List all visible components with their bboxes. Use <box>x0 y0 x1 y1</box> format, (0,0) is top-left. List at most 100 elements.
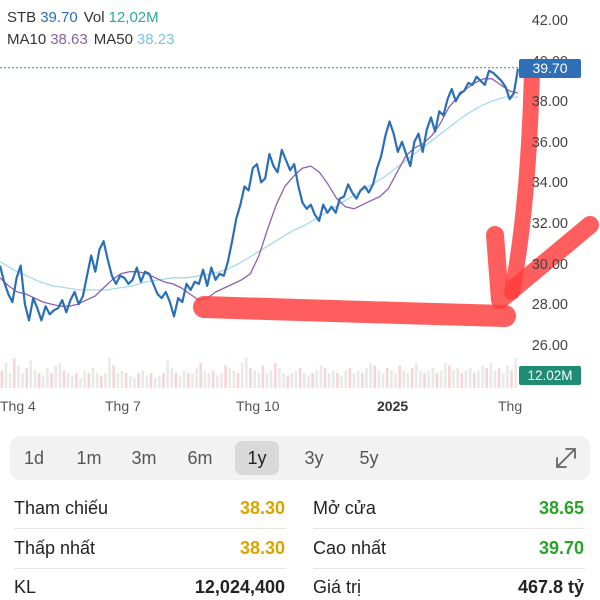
volume-bar <box>452 370 455 388</box>
volume-bar <box>323 368 327 388</box>
volume-bar <box>240 363 244 388</box>
volume-bar <box>472 373 476 388</box>
ref-price-label: Tham chiếu <box>14 498 109 518</box>
volume-bar <box>104 373 107 388</box>
volume-bar <box>427 370 430 388</box>
volume-bar <box>493 370 497 388</box>
volume-bar <box>485 368 488 388</box>
volume-bar <box>149 373 153 388</box>
volume-bar <box>166 360 169 388</box>
y-tick-label: 42.00 <box>531 13 568 29</box>
volume-bar <box>50 373 53 388</box>
range-button-6m[interactable]: 6m <box>187 448 213 468</box>
volume-label: KL <box>14 577 37 597</box>
volume-bar <box>410 368 414 388</box>
volume-value: 12,024,400 <box>194 577 285 597</box>
volume-bar <box>414 363 418 388</box>
range-button-3m[interactable]: 3m <box>131 448 157 468</box>
volume-bar <box>21 373 24 388</box>
y-tick-label: 38.00 <box>531 94 568 111</box>
volume-bar <box>83 370 87 388</box>
volume-bar <box>207 373 211 388</box>
volume-bar <box>514 358 517 388</box>
x-tick-label: Thg 7 <box>105 398 141 414</box>
x-tick-label: Thg <box>498 398 523 414</box>
volume-bar <box>133 378 136 388</box>
volume-bar <box>315 370 319 388</box>
volume-bar <box>191 373 194 388</box>
divider <box>14 528 286 529</box>
symbol: STB <box>7 9 37 26</box>
range-button-1m[interactable]: 1m <box>76 448 102 468</box>
volume-bar <box>87 373 91 388</box>
volume-bar <box>311 373 314 388</box>
x-tick-label: Thg 4 <box>0 398 36 414</box>
volume-bar <box>510 370 513 388</box>
volume-bar <box>261 365 265 388</box>
y-tick-label: 36.00 <box>531 134 568 151</box>
series-line-ma10 <box>0 78 519 307</box>
volume-bar <box>340 375 343 388</box>
volume-bar <box>46 368 49 388</box>
price-chart[interactable] <box>0 0 600 395</box>
volume-bar <box>141 370 145 388</box>
volume-bar <box>236 373 240 388</box>
volume-bar <box>456 368 459 388</box>
volume-bar <box>174 373 178 388</box>
chart-area[interactable]: STB 39.70 Vol 12,02M MA10 38.63 MA50 38.23 42.… <box>0 0 600 395</box>
volume-bar <box>419 370 422 388</box>
volume-bar <box>497 368 501 388</box>
volume-bar <box>332 370 335 388</box>
volume-bar <box>37 373 41 388</box>
volume-bar <box>423 373 426 388</box>
volume-bar <box>199 363 203 388</box>
volume-bar <box>253 370 256 388</box>
volume-bar <box>33 370 37 388</box>
volume-bar <box>501 373 505 388</box>
volume-bar <box>203 370 207 388</box>
volume-bar <box>29 360 33 388</box>
volume-bar <box>124 373 128 388</box>
volume-bar <box>274 363 277 388</box>
volume-bar <box>377 370 381 388</box>
volume-bar <box>336 373 339 388</box>
volume-bar <box>95 373 99 388</box>
volume-bar <box>41 375 45 388</box>
range-button-1d[interactable]: 1d <box>23 448 45 468</box>
red-annotation-stroke <box>193 296 516 327</box>
volume-bar <box>220 373 223 388</box>
low-price-value: 38.30 <box>239 538 285 558</box>
volume-bar <box>390 370 393 388</box>
volume-bar <box>443 363 447 388</box>
volume-bar <box>228 368 232 388</box>
volume-bar <box>17 365 20 388</box>
volume-bar <box>402 370 406 388</box>
range-button-5y[interactable]: 5y <box>359 448 379 468</box>
volume-bar <box>361 373 364 388</box>
range-button-3y[interactable]: 3y <box>304 448 324 468</box>
volume-bar <box>58 363 62 388</box>
ma10-value: 38.63 <box>50 31 88 48</box>
trade-value-label: Giá trị <box>313 577 362 597</box>
divider <box>313 568 585 569</box>
y-tick-label: 28.00 <box>531 297 568 314</box>
volume-bar <box>290 373 294 388</box>
diagonal-expand-icon[interactable] <box>551 443 581 473</box>
volume-bar <box>62 370 66 388</box>
ma10-label: MA10 <box>7 31 47 48</box>
volume-bar <box>460 373 464 388</box>
volume-bar <box>282 373 285 388</box>
red-annotation-stroke <box>486 216 599 309</box>
volume-bar <box>468 368 472 388</box>
volume-bar <box>232 370 236 388</box>
y-tick-label: 26.00 <box>531 337 568 354</box>
volume-bar <box>373 365 377 388</box>
volume-bar <box>137 373 140 388</box>
volume-bar <box>128 375 132 388</box>
y-tick-label: 34.00 <box>531 175 568 192</box>
volume-bar <box>356 370 360 388</box>
range-button-1y[interactable]: 1y <box>235 441 279 475</box>
volume-bar <box>294 370 298 388</box>
volume-bar <box>431 368 435 388</box>
volume-bar <box>286 375 290 388</box>
